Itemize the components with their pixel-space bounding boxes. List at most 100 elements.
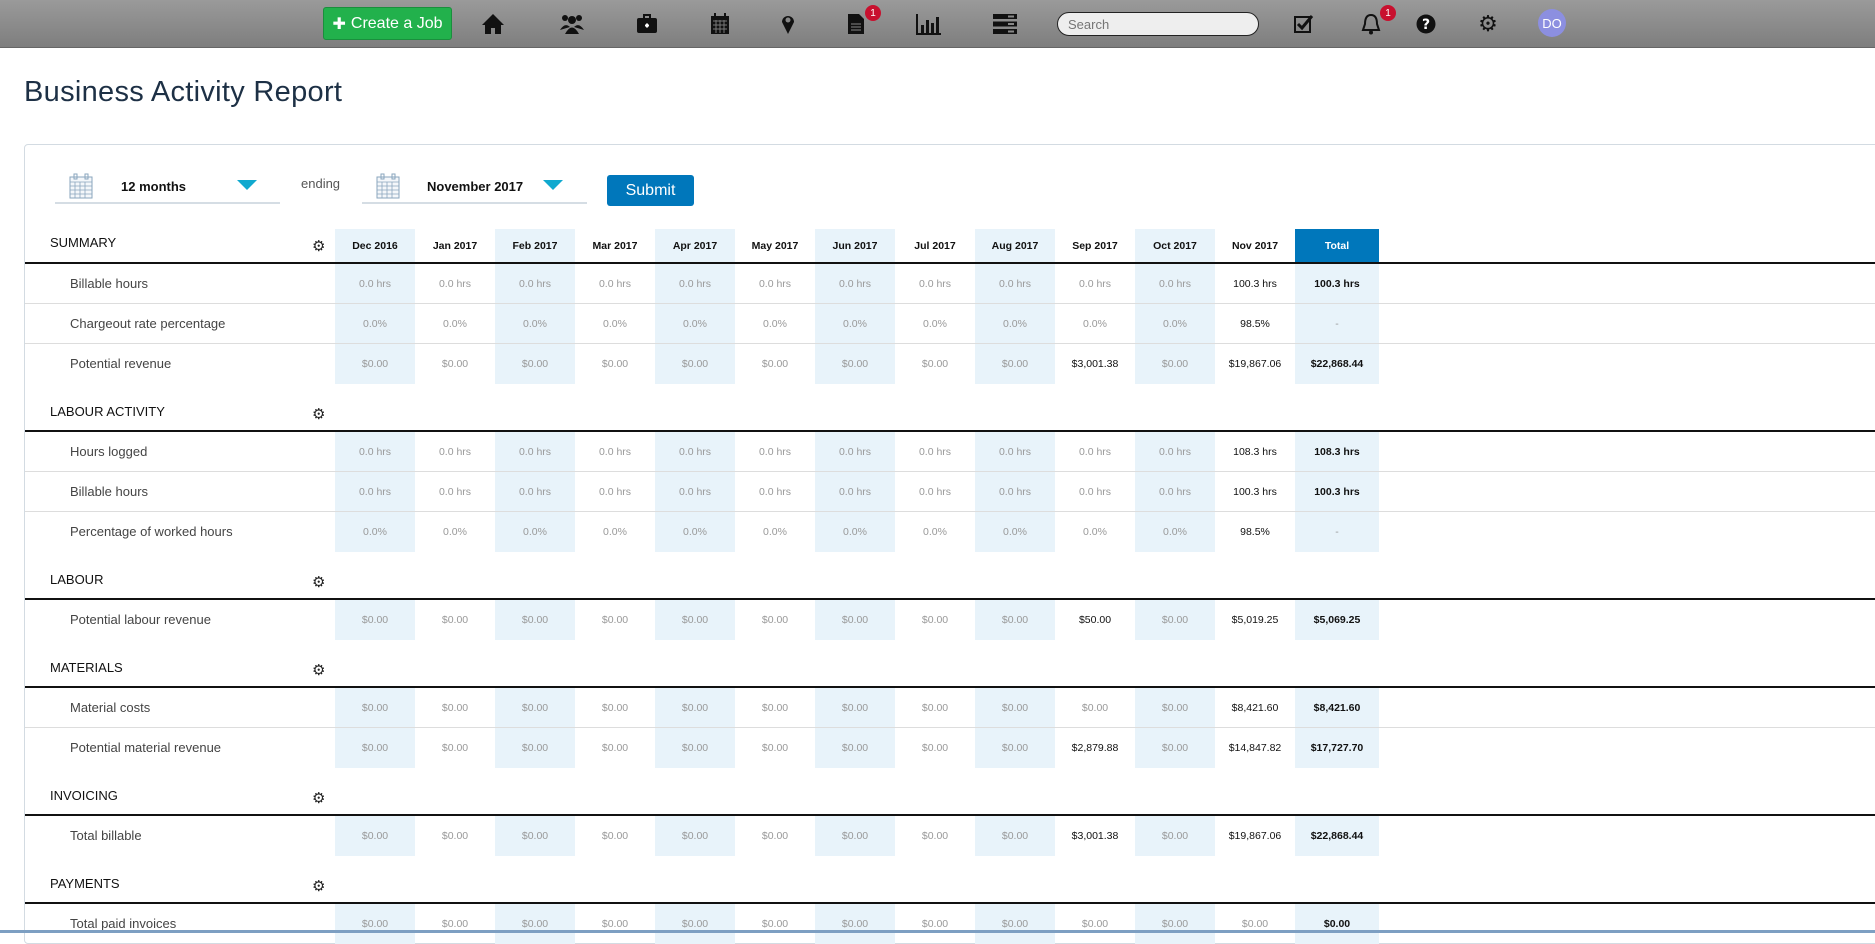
column-header[interactable]: Oct 2017	[1135, 229, 1215, 262]
table-cell: 0.0%	[923, 526, 947, 538]
column-header[interactable]: Aug 2017	[975, 229, 1055, 262]
table-cell: $0.00	[761, 830, 789, 842]
avatar[interactable]: DO	[1538, 9, 1566, 37]
column-header[interactable]: Jun 2017	[815, 229, 895, 262]
report-table: SUMMARY ⚙ Dec 2016 Jan 2017 Feb 2017 Mar 2017…	[25, 229, 1875, 944]
table-cell: 0.0%	[975, 512, 1055, 552]
svg-text:?: ?	[1422, 17, 1430, 33]
column-header[interactable]: Jan 2017	[432, 239, 478, 252]
nav-tasks[interactable]	[1291, 0, 1317, 48]
table-cell: 0.0 hrs	[598, 445, 632, 458]
table-cell: 0.0 hrs	[438, 445, 472, 458]
nav-map[interactable]	[775, 0, 801, 48]
create-job-button[interactable]: ✚ Create a Job	[323, 7, 452, 40]
table-cell: 0.0%	[443, 317, 467, 330]
horizontal-scrollbar[interactable]	[0, 930, 1875, 933]
table-cell: 0.0%	[655, 512, 735, 552]
table-cell: $0.00	[975, 600, 1055, 640]
table-cell: 0.0%	[1135, 512, 1215, 552]
row-label: Total paid invoices	[70, 916, 177, 931]
gear-icon[interactable]: ⚙	[312, 878, 326, 895]
table-cell: $0.00	[1135, 688, 1215, 727]
ending-label: ending	[301, 176, 341, 191]
table-cell: 0.0%	[335, 304, 415, 343]
nav-schedule[interactable]	[707, 0, 733, 48]
column-header[interactable]: Sep 2017	[1072, 239, 1118, 252]
table-cell: $0.00	[975, 344, 1055, 384]
nav-home[interactable]	[480, 0, 506, 48]
column-header[interactable]: Mar 2017	[592, 239, 638, 252]
gear-icon[interactable]: ⚙	[312, 790, 326, 807]
top-nav-bar: ✚Create a Job 1 1 ? ⚙ DO	[0, 0, 1875, 48]
table-cell: $0.00	[761, 918, 789, 930]
end-month-select[interactable]: November 2017	[362, 170, 587, 204]
table-row: Billable hours 0.0 hrs 0.0 hrs 0.0 hrs 0.0 h…	[25, 264, 1875, 304]
row-label: Hours logged	[70, 444, 148, 459]
period-select[interactable]: 12 months	[55, 170, 280, 204]
total-cell: $0.00	[1295, 904, 1379, 944]
table-cell: $0.00	[815, 904, 895, 944]
table-row: Potential labour revenue $0.00 $0.00 $0.00 $…	[25, 600, 1875, 640]
table-cell: 0.0 hrs	[655, 472, 735, 511]
table-cell: $0.00	[601, 918, 629, 930]
table-row: Potential material revenue $0.00 $0.00 $0.0…	[25, 728, 1875, 768]
column-header[interactable]: May 2017	[751, 239, 799, 252]
column-header[interactable]: Dec 2016	[335, 229, 415, 262]
table-cell: $0.00	[761, 701, 789, 714]
nav-reports[interactable]	[916, 0, 942, 48]
row-label: Potential material revenue	[70, 740, 222, 755]
total-cell: $8,421.60	[1295, 688, 1379, 727]
nav-notifications[interactable]: 1	[1358, 0, 1396, 48]
section-header: PAYMENTS ⚙	[25, 856, 1875, 904]
section-header: INVOICING ⚙	[25, 768, 1875, 816]
server-icon	[992, 11, 1018, 37]
column-header[interactable]: Nov 2017	[1231, 239, 1279, 252]
table-cell: 0.0 hrs	[335, 472, 415, 511]
table-cell: $0.00	[975, 904, 1055, 944]
table-cell: 0.0 hrs	[438, 277, 472, 290]
table-cell: 0.0%	[975, 304, 1055, 343]
table-cell: $0.00	[1135, 816, 1215, 856]
table-cell: $0.00	[655, 816, 735, 856]
table-cell: 0.0 hrs	[758, 277, 792, 290]
section-header: LABOUR ⚙	[25, 552, 1875, 600]
gear-icon[interactable]: ⚙	[312, 238, 326, 255]
table-row: Total billable $0.00 $0.00 $0.00 $0.00 $0.00 $…	[25, 816, 1875, 856]
nav-documents[interactable]: 1	[843, 0, 881, 48]
total-cell: $22,868.44	[1295, 344, 1379, 384]
nav-clients[interactable]	[559, 0, 585, 48]
bell-icon: 1	[1358, 5, 1396, 37]
column-header-total[interactable]: Total	[1295, 229, 1379, 262]
column-header[interactable]: Apr 2017	[655, 229, 735, 262]
table-cell: 100.3 hrs	[1233, 485, 1277, 498]
table-cell: $0.00	[815, 600, 895, 640]
table-cell: 0.0%	[763, 317, 787, 330]
table-cell: $0.00	[601, 614, 629, 626]
search-input[interactable]	[1057, 12, 1259, 36]
table-cell: $0.00	[1081, 701, 1109, 714]
table-cell: 0.0 hrs	[1135, 472, 1215, 511]
gear-icon[interactable]: ⚙	[312, 574, 326, 591]
gear-icon: ⚙	[1478, 11, 1498, 36]
table-cell: $0.00	[495, 344, 575, 384]
submit-button[interactable]: Submit	[607, 175, 694, 206]
total-cell: $17,727.70	[1295, 728, 1379, 768]
table-cell: 0.0%	[815, 512, 895, 552]
nav-settings[interactable]: ⚙	[1475, 0, 1501, 48]
row-label: Billable hours	[70, 484, 149, 499]
chevron-down-icon	[543, 180, 563, 190]
table-row: Hours logged 0.0 hrs 0.0 hrs 0.0 hrs 0.0 hrs…	[25, 432, 1875, 472]
table-cell: 0.0 hrs	[598, 485, 632, 498]
column-header[interactable]: Feb 2017	[495, 229, 575, 262]
table-cell: $0.00	[441, 742, 469, 754]
table-cell: 0.0 hrs	[815, 472, 895, 511]
home-icon	[480, 11, 506, 37]
table-cell: 0.0 hrs	[918, 277, 952, 290]
nav-servers[interactable]	[992, 0, 1018, 48]
gear-icon[interactable]: ⚙	[312, 662, 326, 679]
table-cell: $0.00	[495, 904, 575, 944]
nav-jobs[interactable]	[634, 0, 660, 48]
nav-help[interactable]: ?	[1413, 0, 1439, 48]
column-header[interactable]: Jul 2017	[914, 239, 956, 252]
gear-icon[interactable]: ⚙	[312, 406, 326, 423]
